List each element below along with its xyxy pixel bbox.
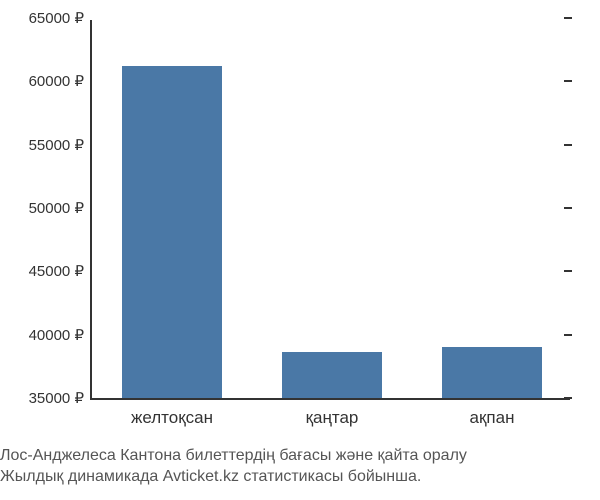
y-tick-label: 50000 ₽ (29, 199, 92, 217)
y-tick-mark (564, 80, 572, 82)
bar (442, 347, 541, 398)
plot-area: 35000 ₽40000 ₽45000 ₽50000 ₽55000 ₽60000… (90, 20, 570, 400)
bar (282, 352, 381, 398)
chart-caption: Лос-Анджелеса Кантона билеттердің бағасы… (0, 445, 467, 488)
y-tick-label: 45000 ₽ (29, 262, 92, 280)
y-tick-mark (564, 397, 572, 399)
y-tick-label: 40000 ₽ (29, 326, 92, 344)
y-tick-mark (564, 270, 572, 272)
y-tick-mark (564, 144, 572, 146)
chart-container: 35000 ₽ 40000 ₽ 45000 ₽ 50000 ₽ 55000 ₽ 60000… (0, 0, 600, 500)
bar (122, 66, 221, 398)
caption-line-2: Жылдық динамикада Avticket.kz статистика… (0, 466, 467, 488)
caption-line-1: Лос-Анджелеса Кантона билеттердің бағасы… (0, 445, 467, 467)
x-tick-label: ақпан (470, 398, 515, 428)
y-tick-label: 35000 ₽ (29, 389, 92, 407)
y-tick-mark (564, 17, 572, 19)
x-tick-label: қаңтар (306, 398, 359, 428)
y-tick-mark (564, 207, 572, 209)
x-tick-label: желтоқсан (131, 398, 213, 428)
y-tick-label: 55000 ₽ (29, 136, 92, 154)
y-tick-label: 60000 ₽ (29, 72, 92, 90)
y-tick-label: 65000 ₽ (29, 9, 92, 27)
y-tick-mark (564, 334, 572, 336)
